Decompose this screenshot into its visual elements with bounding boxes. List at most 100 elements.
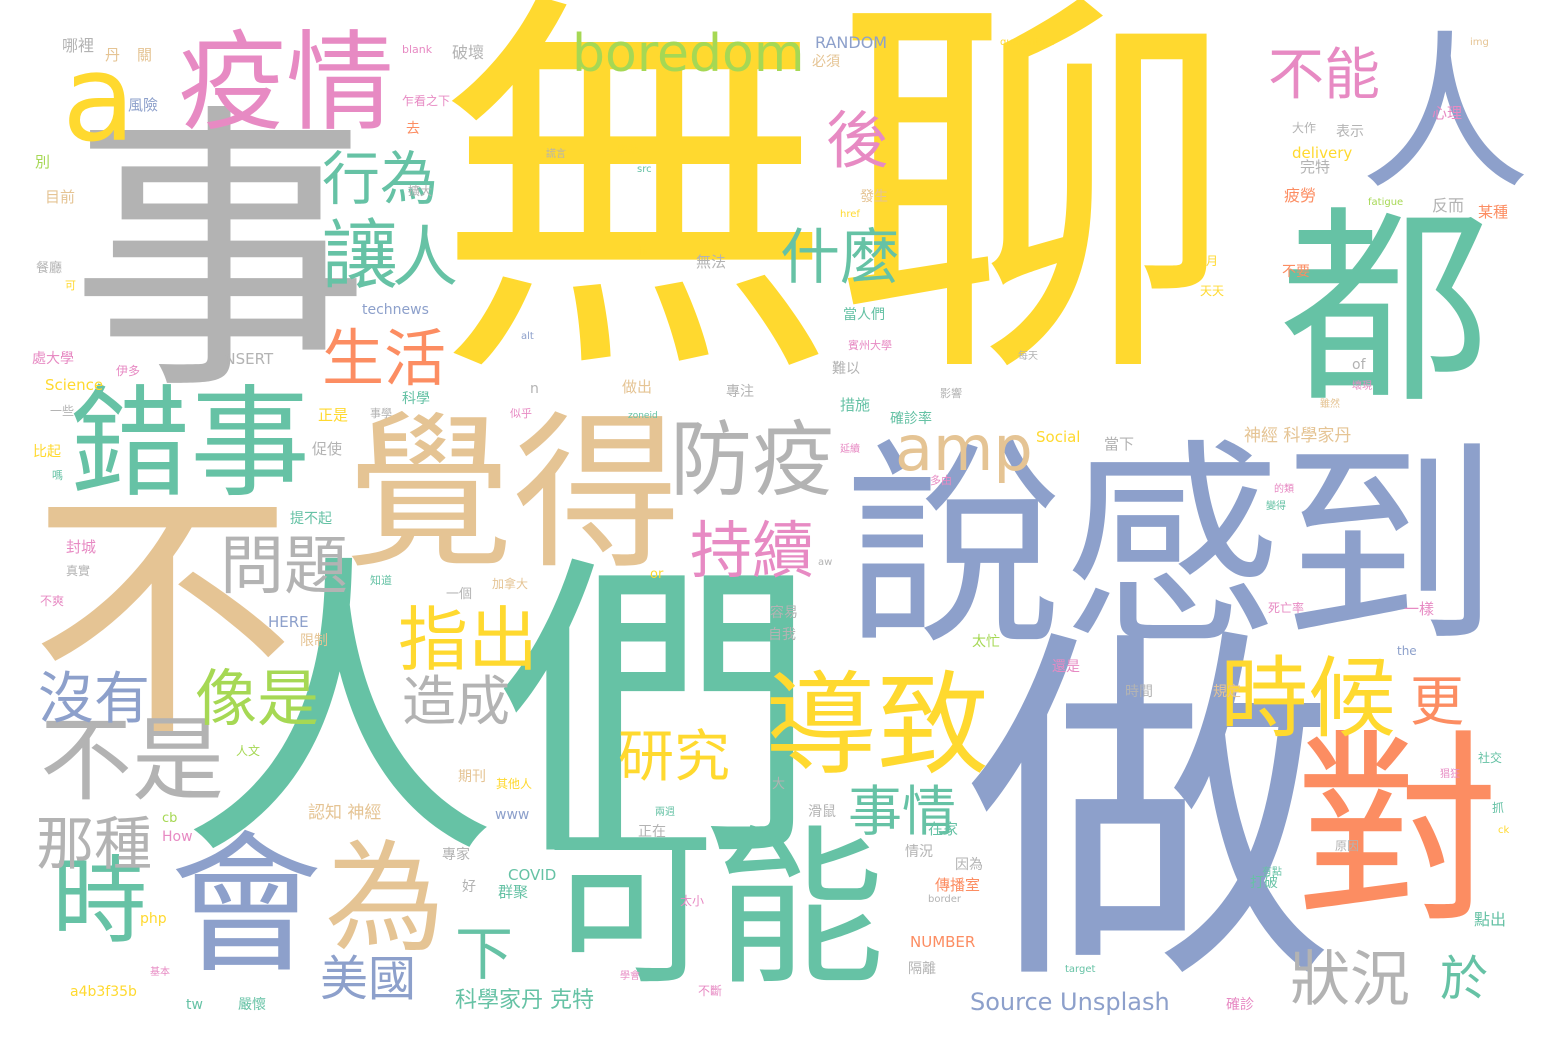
word: 自我 xyxy=(768,627,796,643)
word: 正在 xyxy=(638,824,666,840)
word: 太小 xyxy=(680,894,705,908)
word: 疲勞 xyxy=(1284,186,1317,205)
word: 狀況 xyxy=(1290,945,1410,1015)
word: 人們 xyxy=(180,529,816,899)
word: 點出 xyxy=(1474,910,1507,929)
word: or xyxy=(650,567,664,582)
word: 每天 xyxy=(1018,351,1038,362)
word: 似乎 xyxy=(510,407,532,420)
word: 嚴懷 xyxy=(238,997,266,1013)
word: 目前 xyxy=(45,188,76,206)
word: a4b3f35b xyxy=(70,984,137,1000)
word: 打破 xyxy=(1250,875,1278,891)
word: border xyxy=(928,894,962,905)
word: 一樣 xyxy=(1404,600,1435,618)
word: 生活 xyxy=(322,322,447,395)
word: 心理 xyxy=(1432,104,1463,122)
word: 人 xyxy=(392,219,458,296)
word: 多由 xyxy=(930,474,952,487)
word: 後 xyxy=(826,104,889,177)
word: 謊言 xyxy=(546,149,566,160)
word: 傳播室 xyxy=(935,876,981,894)
word: 表示 xyxy=(1336,124,1364,140)
word: 難以 xyxy=(832,361,860,377)
word: 處大學 xyxy=(32,351,74,367)
word: 在家 xyxy=(928,820,959,838)
word: 專注 xyxy=(726,384,754,400)
word: 期刊 xyxy=(458,769,486,785)
word: boredom xyxy=(572,24,805,84)
word: 無聊 xyxy=(435,0,1235,427)
word: 嗎 xyxy=(52,469,63,482)
word: alt xyxy=(521,331,534,342)
word: 錯事 xyxy=(70,375,310,514)
word: 學會 xyxy=(620,971,640,982)
word: tw xyxy=(186,997,203,1013)
word: 持續 xyxy=(690,514,815,587)
word: 神經 科學家丹 xyxy=(1244,426,1352,446)
word: 影響 xyxy=(940,387,962,400)
word: 行為 xyxy=(322,145,439,213)
word: 不要 xyxy=(1282,264,1310,280)
word: 像是 xyxy=(195,662,320,735)
word: 當下 xyxy=(1104,435,1135,453)
word: 都 xyxy=(1280,187,1491,432)
word: 基本 xyxy=(150,967,170,978)
word: aw xyxy=(818,557,833,568)
word: 別 xyxy=(35,153,51,171)
word: 事情 xyxy=(848,780,956,843)
word: of xyxy=(1352,357,1366,373)
word: 人 xyxy=(1360,16,1531,214)
word: 隔離 xyxy=(908,961,936,977)
word: 擴大 xyxy=(408,184,433,198)
word: 大 xyxy=(772,777,786,792)
word: delivery xyxy=(1292,144,1353,162)
word: 雖然 xyxy=(1320,399,1340,410)
word: 死亡率 xyxy=(1268,601,1305,615)
word: 一些 xyxy=(50,404,75,418)
word: 兩週 xyxy=(655,807,675,818)
word: 的類 xyxy=(1274,484,1294,495)
word: zoneid xyxy=(628,411,658,421)
word: 關 xyxy=(137,46,153,64)
word: 有點 xyxy=(1262,867,1282,878)
word: 不是 xyxy=(40,707,225,814)
word: 比起 xyxy=(33,444,61,460)
word: NUMBER xyxy=(910,933,976,951)
word: 更 xyxy=(1410,670,1464,733)
word: 不 xyxy=(30,466,295,774)
word: 對 xyxy=(1295,713,1500,951)
word: 確診 xyxy=(1226,997,1254,1013)
word: 讓 xyxy=(322,211,398,300)
word: 風險 xyxy=(128,96,159,114)
word: 可能 xyxy=(545,811,886,1009)
word: 必須 xyxy=(812,54,840,70)
word: 不爽 xyxy=(40,594,65,608)
word: 正是 xyxy=(318,406,349,424)
word: RANDOM xyxy=(815,33,888,52)
word: 驅動 xyxy=(618,145,638,156)
word: 提不起 xyxy=(290,511,332,527)
word: 壞現 xyxy=(1352,381,1372,392)
word: 社交 xyxy=(1478,751,1503,765)
word: n xyxy=(530,381,539,397)
word: 其他人 xyxy=(496,777,533,791)
word: 猖狂 xyxy=(1440,769,1460,780)
word: 知道 xyxy=(370,574,392,587)
word: quarantine xyxy=(1000,37,1055,48)
word: 原因 xyxy=(1335,839,1360,853)
word: ck xyxy=(1498,825,1510,836)
word: 指出 xyxy=(398,599,538,681)
word: 餐廳 xyxy=(36,261,63,276)
word: 伊多 xyxy=(116,364,141,378)
word: 不斷 xyxy=(698,984,723,998)
word: 說感到 xyxy=(845,422,1499,675)
word: 問題 xyxy=(220,530,348,604)
word: Science xyxy=(45,376,104,394)
word: img xyxy=(1470,37,1489,48)
word: 賓州大學 xyxy=(848,339,892,352)
word: 會 xyxy=(170,817,322,994)
word: 認知 神經 xyxy=(308,803,382,823)
word: 發生 xyxy=(860,189,888,205)
word: php xyxy=(140,911,167,927)
